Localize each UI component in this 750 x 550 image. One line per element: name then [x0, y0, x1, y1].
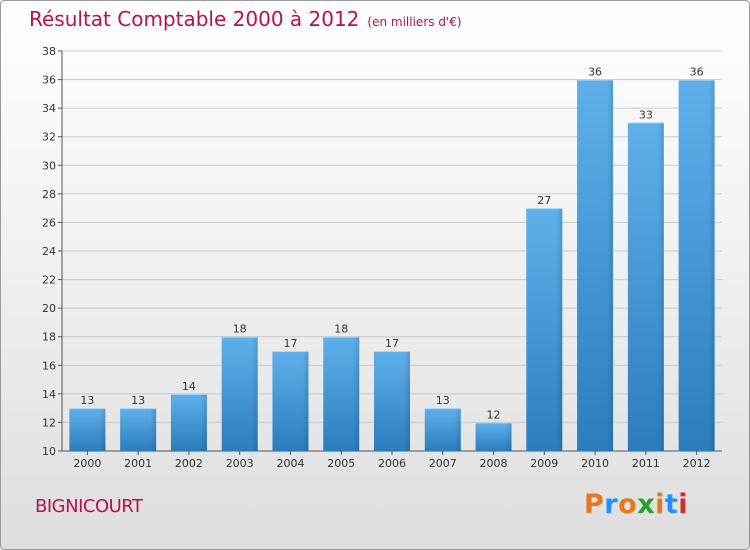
x-tick-label: 2009: [530, 457, 558, 470]
x-tick-label: 2001: [124, 457, 152, 470]
x-tick-label: 2002: [175, 457, 203, 470]
bar-shade: [454, 408, 461, 451]
bar-shade: [251, 336, 258, 451]
x-tick-label: 2012: [683, 457, 711, 470]
y-tick-label: 22: [42, 274, 56, 287]
bar-shade: [404, 351, 410, 451]
commune-name: BIGNICOURT: [35, 496, 143, 517]
logo-letter: r: [604, 489, 619, 520]
logo-letter: x: [637, 489, 656, 520]
bar-shade: [353, 336, 360, 451]
x-tick-label: 2011: [632, 457, 660, 470]
y-tick-label: 12: [42, 416, 56, 429]
x-tick-label: 2006: [378, 457, 406, 470]
y-tick-label: 14: [42, 388, 56, 401]
logo-letter: t: [664, 489, 679, 520]
x-tick-label: 2007: [429, 457, 457, 470]
y-tick-label: 34: [42, 102, 56, 115]
data-label: 36: [690, 66, 704, 79]
bar-shade: [556, 208, 563, 451]
y-tick-label: 38: [42, 45, 56, 58]
y-tick-label: 16: [42, 359, 56, 372]
y-tick-label: 32: [42, 131, 56, 144]
logo-letter: o: [618, 489, 638, 520]
chart-title: Résultat Comptable 2000 à 2012 (en millie…: [29, 7, 462, 31]
x-tick-label: 2008: [480, 457, 508, 470]
y-tick-label: 28: [42, 188, 56, 201]
data-label: 17: [283, 337, 297, 350]
y-tick-label: 24: [42, 245, 56, 258]
x-tick-label: 2000: [73, 457, 101, 470]
chart-title-text: Résultat Comptable 2000 à 2012: [29, 7, 360, 31]
proxiti-logo[interactable]: Proxiti: [584, 489, 688, 520]
bar-shade: [150, 408, 157, 451]
y-tick-label: 30: [42, 159, 56, 172]
x-tick-label: 2004: [276, 457, 304, 470]
data-label: 14: [182, 380, 196, 393]
data-label: 13: [80, 394, 94, 407]
x-tick-label: 2010: [581, 457, 609, 470]
logo-letter: i: [655, 489, 665, 520]
y-tick-label: 18: [42, 331, 56, 344]
data-label: 36: [588, 66, 602, 79]
bar-shade: [200, 393, 207, 451]
x-tick-label: 2005: [327, 457, 355, 470]
x-tick-label: 2003: [226, 457, 254, 470]
y-tick-label: 36: [42, 74, 56, 87]
y-tick-label: 20: [42, 302, 56, 315]
bar-shade: [505, 422, 512, 451]
data-label: 18: [233, 323, 247, 336]
data-label: 13: [436, 394, 450, 407]
y-tick-label: 10: [42, 445, 56, 458]
chart-unit: (en milliers d'€): [367, 15, 462, 29]
data-label: 13: [131, 394, 145, 407]
logo-letter: i: [678, 489, 689, 520]
data-label: 12: [487, 408, 501, 421]
data-label: 33: [639, 108, 653, 121]
bar-shade: [708, 79, 715, 452]
bar-shade: [99, 408, 106, 451]
bar-shade: [657, 122, 664, 451]
bar-shade: [607, 79, 614, 452]
data-label: 27: [537, 194, 551, 207]
logo-letter: P: [584, 489, 605, 520]
data-label: 18: [334, 323, 348, 336]
bar-shade: [302, 351, 309, 451]
data-label: 17: [385, 337, 399, 350]
y-tick-label: 26: [42, 216, 56, 229]
